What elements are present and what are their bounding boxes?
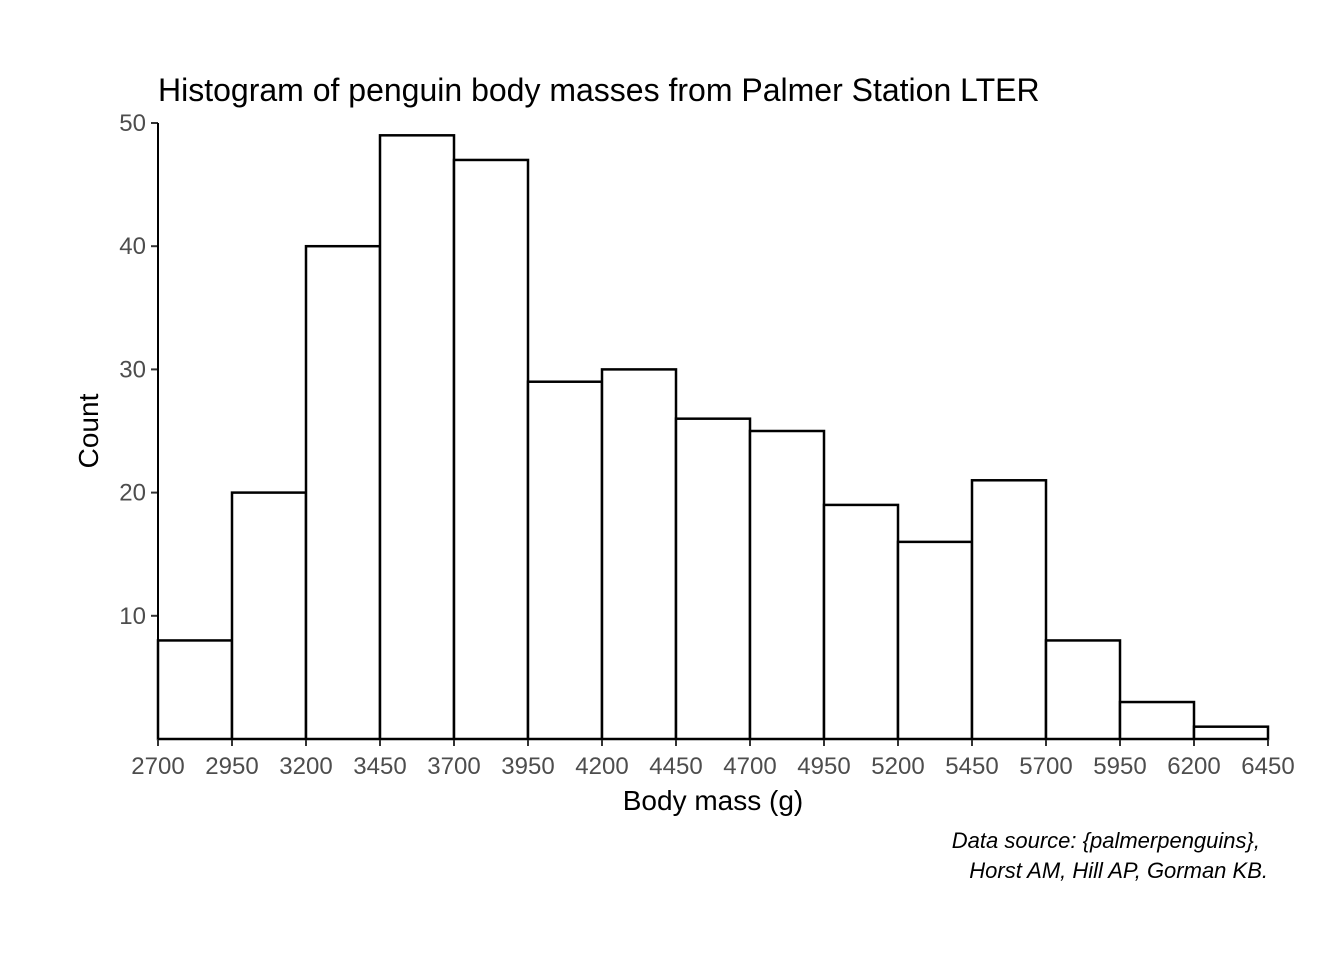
- y-tick-label-0: 10: [119, 603, 146, 630]
- histogram-bar-13: [1118, 700, 1196, 741]
- chart-title: Histogram of penguin body masses from Pa…: [158, 72, 1040, 108]
- y-axis-title: Count: [73, 393, 104, 468]
- x-tick-label-0: 2700: [131, 753, 184, 780]
- x-tick-label-6: 4200: [575, 753, 628, 780]
- y-axis-ticks: 10 20 30 40 50: [119, 110, 158, 630]
- y-tick-label-2: 30: [119, 356, 146, 383]
- x-tick-label-2: 3200: [279, 753, 332, 780]
- histogram-bar-7: [674, 417, 752, 741]
- x-axis-ticks: 2700 2950 3200 3450 3700 3950 4200 4450 4700 4950…: [131, 739, 1295, 780]
- x-tick-label-15: 6450: [1241, 753, 1294, 780]
- histogram-bar-5: [526, 380, 604, 741]
- histogram-bar-1: [230, 491, 308, 741]
- x-tick-label-1: 2950: [205, 753, 258, 780]
- x-tick-label-8: 4700: [723, 753, 776, 780]
- histogram-bar-12: [1044, 639, 1122, 741]
- bars-group: [156, 134, 1270, 741]
- histogram-bar-4: [452, 158, 530, 741]
- x-axis-title: Body mass (g): [623, 785, 804, 816]
- histogram-bar-3: [378, 134, 456, 741]
- histogram-bar-11: [970, 479, 1048, 741]
- histogram-bar-9: [822, 503, 900, 741]
- x-tick-label-13: 5950: [1093, 753, 1146, 780]
- histogram-bar-6: [600, 368, 678, 741]
- x-tick-label-4: 3700: [427, 753, 480, 780]
- histogram-bar-2: [304, 244, 382, 741]
- caption-line-1: Data source: {palmerpenguins},: [952, 828, 1260, 853]
- x-tick-label-7: 4450: [649, 753, 702, 780]
- x-tick-label-14: 6200: [1167, 753, 1220, 780]
- y-tick-label-4: 50: [119, 110, 146, 137]
- x-tick-label-9: 4950: [797, 753, 850, 780]
- caption-line-2: Horst AM, Hill AP, Gorman KB.: [969, 858, 1268, 883]
- histogram-bar-0: [156, 639, 234, 741]
- x-tick-label-10: 5200: [871, 753, 924, 780]
- histogram-bar-10: [896, 540, 974, 741]
- x-tick-label-12: 5700: [1019, 753, 1072, 780]
- y-tick-label-3: 40: [119, 233, 146, 260]
- x-tick-label-5: 3950: [501, 753, 554, 780]
- x-tick-label-11: 5450: [945, 753, 998, 780]
- histogram-bar-14: [1192, 725, 1270, 741]
- histogram-bar-8: [748, 429, 826, 741]
- x-tick-label-3: 3450: [353, 753, 406, 780]
- y-tick-label-1: 20: [119, 480, 146, 507]
